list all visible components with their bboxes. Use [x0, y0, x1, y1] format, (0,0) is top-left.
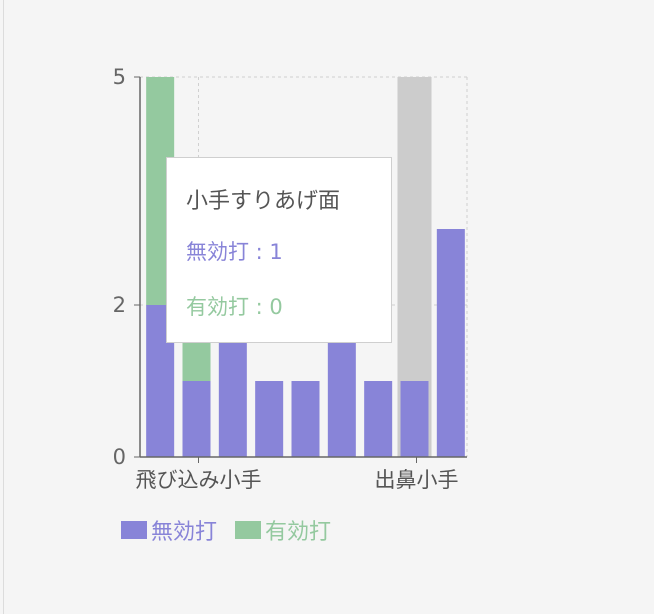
bar-invalid — [255, 381, 283, 457]
bar-invalid — [183, 381, 211, 457]
y-tick-label: 0 — [113, 445, 126, 469]
bar-valid — [183, 343, 211, 381]
legend-label-valid: 有効打 — [265, 514, 331, 546]
y-tick-label: 5 — [113, 65, 126, 89]
legend-label-invalid: 無効打 — [151, 514, 217, 546]
tooltip-row-valid: 有効打 : 0 — [186, 291, 283, 321]
x-tick-label: 飛び込み小手 — [136, 468, 262, 492]
tooltip: 小手すりあげ面 無効打 : 1 有効打 : 0 — [166, 157, 392, 343]
tooltip-row-invalid: 無効打 : 1 — [186, 236, 283, 266]
tooltip-title: 小手すりあげ面 — [186, 183, 340, 215]
bar-invalid — [328, 343, 356, 457]
bar-invalid — [364, 381, 392, 457]
legend: 無効打 有効打 — [121, 514, 349, 546]
bar-invalid — [401, 381, 429, 457]
x-tick-label: 出鼻小手 — [375, 468, 459, 492]
legend-item-invalid[interactable]: 無効打 — [121, 514, 217, 546]
bar-invalid — [292, 381, 320, 457]
y-tick-label: 2 — [113, 293, 126, 317]
legend-swatch-invalid — [121, 521, 147, 539]
bar-invalid — [219, 343, 247, 457]
legend-swatch-valid — [235, 521, 261, 539]
legend-item-valid[interactable]: 有効打 — [235, 514, 331, 546]
bar-invalid — [437, 229, 465, 457]
